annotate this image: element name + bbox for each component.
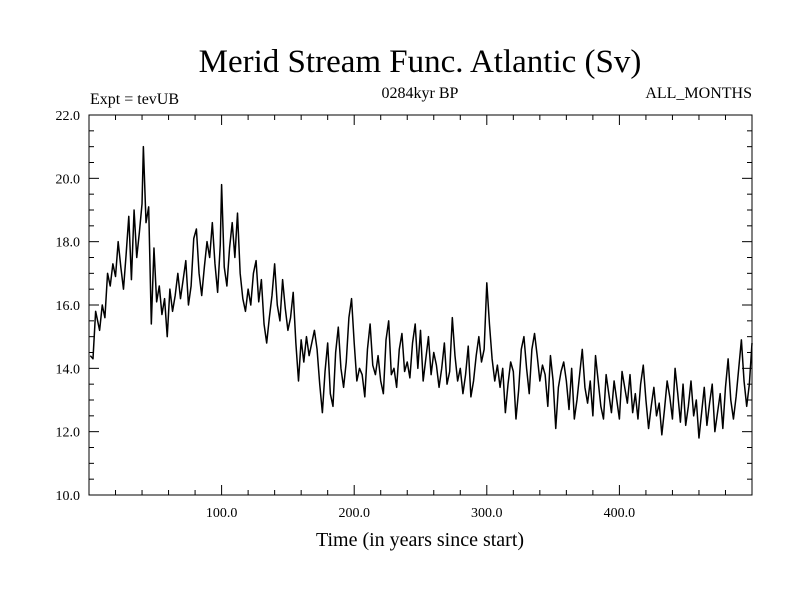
x-tick-label: 400.0 — [604, 506, 636, 521]
y-tick-label: 22.0 — [56, 109, 81, 124]
x-axis-label: Time (in years since start) — [316, 529, 524, 551]
period-label: 0284kyr BP — [382, 85, 459, 102]
y-tick-label: 20.0 — [56, 172, 81, 187]
y-tick-label: 18.0 — [56, 236, 81, 251]
experiment-label: Expt = tevUB — [90, 91, 179, 108]
series-line — [89, 145, 753, 439]
y-tick-label: 10.0 — [56, 489, 81, 504]
x-tick-label: 200.0 — [338, 506, 370, 521]
axis-ticks — [89, 115, 752, 495]
y-tick-label: 16.0 — [56, 299, 81, 314]
y-tick-label: 12.0 — [56, 426, 81, 441]
months-label: ALL_MONTHS — [645, 85, 752, 102]
x-tick-label: 100.0 — [206, 506, 238, 521]
chart-title: Merid Stream Func. Atlantic (Sv) — [199, 44, 642, 80]
axis-tick-labels: 100.0 200.0 300.0 400.0 10.0 12.0 14.0 16.0 18.0… — [56, 109, 636, 521]
y-tick-label: 14.0 — [56, 362, 81, 377]
x-tick-label: 300.0 — [471, 506, 503, 521]
